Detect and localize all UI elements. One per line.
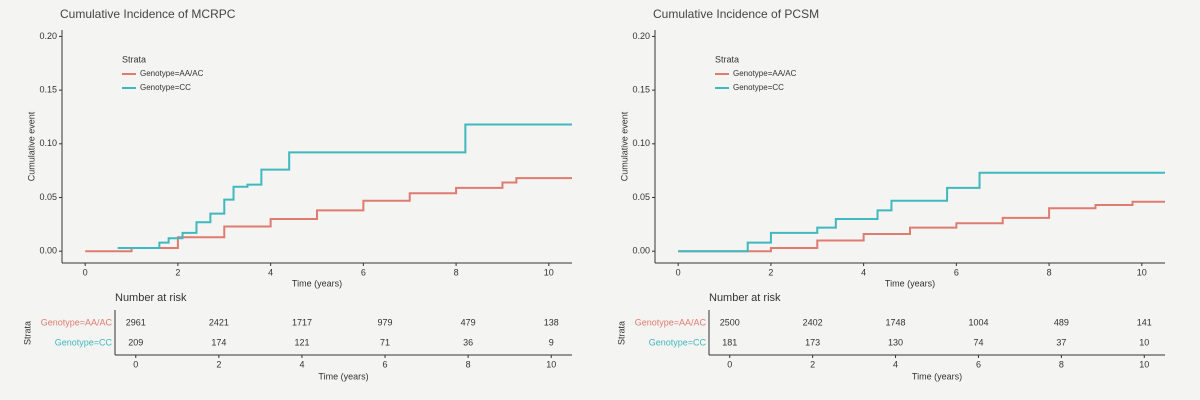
- x-tick-label: 2: [216, 359, 221, 369]
- x-tick-label: 0: [133, 359, 138, 369]
- risk-count: 174: [211, 337, 226, 347]
- legend-title: Strata: [715, 54, 739, 64]
- risk-count: 37: [1056, 337, 1066, 347]
- x-axis-label: Time (years): [292, 278, 342, 288]
- y-tick-label: 0.15: [632, 85, 650, 95]
- x-tick-label: 8: [454, 267, 459, 277]
- risk-count: 1004: [968, 317, 988, 327]
- risk-count: 71: [380, 337, 390, 347]
- y-axis-label: Cumulative event: [619, 111, 629, 181]
- table-title: Number at risk: [115, 292, 187, 304]
- risk-count: 10: [1139, 337, 1149, 347]
- x-tick-label: 0: [727, 359, 732, 369]
- risk-count: 9: [549, 337, 554, 347]
- table-title: Number at risk: [709, 292, 781, 304]
- y-tick-label: 0.00: [632, 246, 650, 256]
- step-line: [678, 200, 1165, 253]
- y-tick-label: 0.05: [39, 192, 57, 202]
- risk-count: 479: [461, 317, 476, 327]
- risk-count: 489: [1054, 317, 1069, 327]
- x-tick-label: 10: [1137, 267, 1147, 277]
- table-x-label: Time (years): [318, 371, 368, 381]
- legend-label: Genotype=AA/AC: [733, 69, 797, 78]
- table-y-label: Strata: [22, 321, 32, 345]
- x-tick-label: 6: [954, 267, 959, 277]
- y-tick-label: 0.00: [39, 246, 57, 256]
- y-tick-label: 0.10: [39, 138, 57, 148]
- risk-count: 979: [378, 317, 393, 327]
- x-tick-label: 8: [466, 359, 471, 369]
- legend-title: Strata: [122, 54, 146, 64]
- x-axis-label: Time (years): [885, 278, 935, 288]
- row-label: Genotype=AA/AC: [41, 317, 113, 327]
- risk-count: 1717: [292, 317, 312, 327]
- table-y-label: Strata: [616, 321, 626, 345]
- risk-count: 2402: [803, 317, 823, 327]
- row-label: Genotype=AA/AC: [635, 317, 707, 327]
- chart-title: Cumulative Incidence of PCSM: [653, 7, 819, 21]
- risk-count: 121: [294, 337, 309, 347]
- x-tick-label: 6: [976, 359, 981, 369]
- risk-count: 1748: [886, 317, 906, 327]
- x-tick-label: 10: [546, 359, 556, 369]
- legend-label: Genotype=CC: [140, 83, 191, 92]
- risk-count: 2421: [209, 317, 229, 327]
- step-line: [117, 123, 572, 249]
- row-label: Genotype=CC: [649, 337, 707, 347]
- y-tick-label: 0.10: [632, 138, 650, 148]
- risk-count: 74: [973, 337, 983, 347]
- row-label: Genotype=CC: [55, 337, 113, 347]
- x-tick-label: 2: [810, 359, 815, 369]
- x-tick-label: 10: [544, 267, 554, 277]
- chart-title: Cumulative Incidence of MCRPC: [60, 7, 236, 21]
- x-tick-label: 0: [676, 267, 681, 277]
- risk-count: 181: [722, 337, 737, 347]
- y-axis-label: Cumulative event: [26, 111, 36, 181]
- x-tick-label: 6: [361, 267, 366, 277]
- x-tick-label: 8: [1059, 359, 1064, 369]
- risk-count: 2500: [720, 317, 740, 327]
- legend-label: Genotype=AA/AC: [140, 69, 204, 78]
- x-tick-label: 4: [893, 359, 898, 369]
- step-line: [85, 177, 572, 253]
- x-tick-label: 2: [768, 267, 773, 277]
- x-tick-label: 4: [861, 267, 866, 277]
- table-x-label: Time (years): [912, 371, 962, 381]
- risk-count: 209: [128, 337, 143, 347]
- x-tick-label: 10: [1139, 359, 1149, 369]
- risk-count: 36: [463, 337, 473, 347]
- y-tick-label: 0.20: [632, 31, 650, 41]
- x-tick-label: 4: [299, 359, 304, 369]
- risk-count: 138: [544, 317, 559, 327]
- x-tick-label: 0: [83, 267, 88, 277]
- legend-label: Genotype=CC: [733, 83, 784, 92]
- risk-count: 141: [1137, 317, 1152, 327]
- y-tick-label: 0.20: [39, 31, 57, 41]
- y-tick-label: 0.15: [39, 85, 57, 95]
- step-line: [678, 171, 1165, 253]
- risk-count: 2961: [126, 317, 146, 327]
- risk-count: 173: [805, 337, 820, 347]
- x-tick-label: 8: [1047, 267, 1052, 277]
- x-tick-label: 2: [175, 267, 180, 277]
- y-tick-label: 0.05: [632, 192, 650, 202]
- risk-count: 130: [888, 337, 903, 347]
- x-tick-label: 4: [268, 267, 273, 277]
- x-tick-label: 6: [383, 359, 388, 369]
